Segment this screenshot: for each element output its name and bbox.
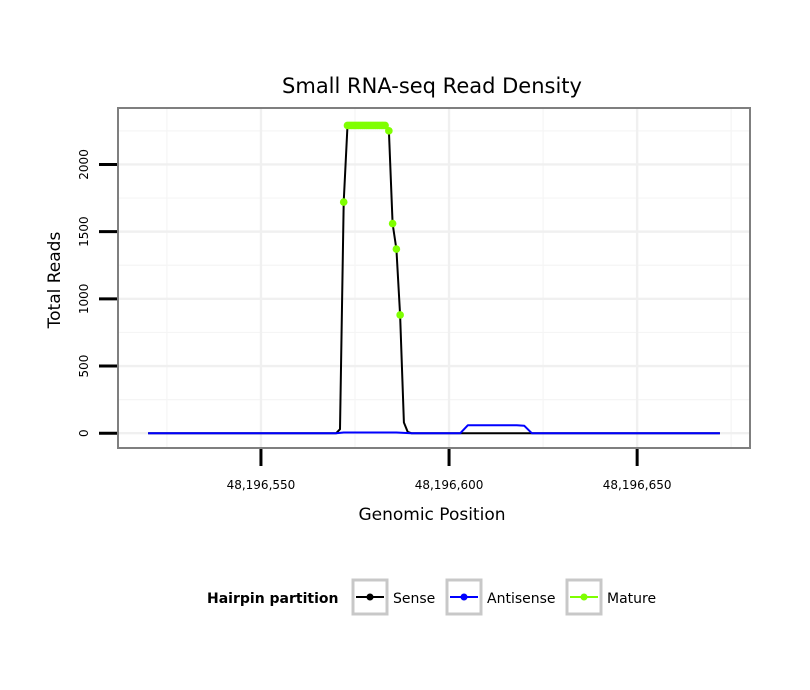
panel-background: [118, 108, 750, 448]
legend: Hairpin partition Sense Antisense Mature: [207, 578, 656, 616]
series-line-antisense: [148, 424, 720, 435]
mature-point: [339, 198, 348, 206]
legend-key-point: [366, 593, 374, 601]
y-tick-label: 0: [77, 429, 91, 437]
legend-label-mature: Mature: [607, 591, 656, 607]
y-tick-label: 1000: [77, 284, 91, 315]
mature-point: [388, 219, 397, 228]
x-axis: 48,196,550 48,196,600 48,196,650: [227, 449, 672, 492]
chart-title: Small RNA-seq Read Density: [282, 74, 582, 98]
legend-key-point: [580, 593, 588, 601]
y-tick-label: 2000: [77, 149, 91, 180]
legend-label-sense: Sense: [393, 591, 435, 607]
y-tick-label: 1500: [77, 216, 91, 247]
x-tick-label: 48,196,600: [415, 478, 484, 492]
plot-panel: [117, 107, 751, 449]
mature-point: [381, 121, 389, 130]
panel-border: [117, 107, 751, 449]
x-axis-title: Genomic Position: [358, 505, 505, 525]
y-tick-label: 500: [77, 355, 91, 378]
y-axis: 0 500 1000 1500 2000: [77, 149, 117, 437]
mature-point: [396, 311, 404, 319]
x-tick-label: 48,196,650: [603, 478, 672, 492]
legend-key-point: [460, 593, 468, 601]
legend-label-antisense: Antisense: [487, 591, 556, 607]
mature-point: [385, 127, 393, 135]
legend-title: Hairpin partition: [207, 591, 338, 607]
mature-point: [392, 245, 401, 253]
y-axis-title: Total Reads: [45, 232, 65, 330]
x-tick-label: 48,196,550: [227, 478, 296, 492]
